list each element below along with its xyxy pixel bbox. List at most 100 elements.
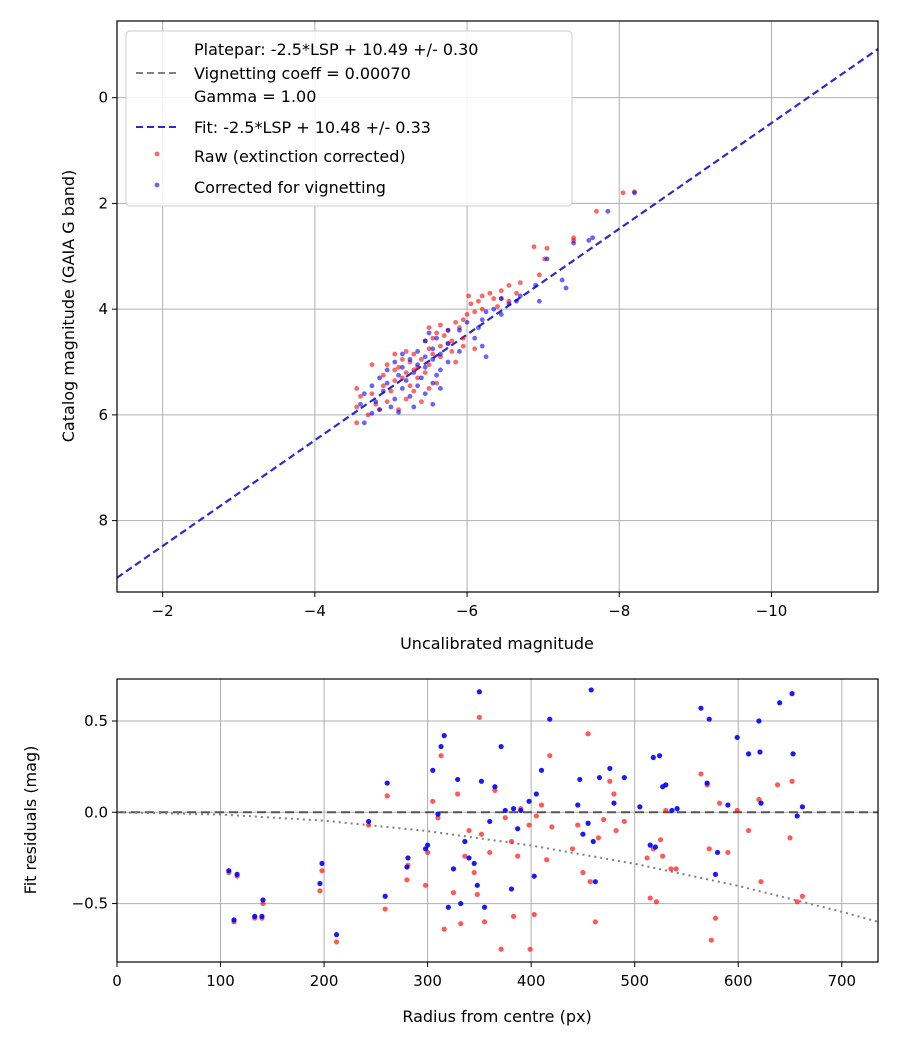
bottom-y-tick-label: −0.5	[72, 895, 108, 913]
raw-point	[403, 349, 409, 354]
legend-entry-label: Gamma = 1.00	[194, 87, 316, 106]
bottom-x-tick-label: 600	[724, 972, 753, 990]
raw-residual-point	[466, 827, 472, 834]
raw-residual-point	[647, 895, 653, 901]
corrected-residual-point	[799, 804, 806, 810]
corrected-point	[498, 312, 504, 317]
bottom-y-tick-label: 0.0	[84, 803, 108, 821]
top-y-tick-label: 6	[98, 406, 108, 424]
corrected-point	[407, 393, 413, 399]
corrected-residual-point	[596, 774, 603, 781]
raw-point	[479, 293, 485, 299]
raw-point	[392, 378, 398, 383]
corrected-residual-point	[333, 932, 340, 938]
corrected-residual-point	[745, 751, 752, 757]
corrected-point	[361, 391, 367, 397]
raw-point	[403, 396, 409, 402]
raw-point	[491, 296, 497, 301]
corrected-point	[559, 277, 565, 283]
corrected-point	[422, 338, 428, 344]
corrected-point	[399, 351, 405, 357]
legend-entries: Platepar: -2.5*LSP + 10.49 +/- 0.30 Vigne…	[136, 40, 478, 197]
corrected-residual-point	[656, 753, 663, 759]
corrected-residual-point	[382, 893, 388, 899]
corrected-point	[392, 396, 398, 402]
bottom-x-axis-label: Radius from centre (px)	[402, 1007, 591, 1026]
raw-residual-point	[580, 869, 586, 876]
corrected-residual-point	[384, 780, 390, 786]
raw-residual-point	[663, 807, 669, 814]
raw-point	[392, 367, 398, 373]
corrected-residual-point	[466, 855, 472, 861]
corrected-residual-point	[317, 880, 323, 887]
raw-point	[544, 245, 550, 251]
corrected-residual-point	[404, 864, 410, 870]
raw-point	[380, 383, 386, 389]
corrected-residual-point	[590, 838, 596, 845]
corrected-point	[533, 282, 538, 288]
corrected-residual-point	[508, 886, 515, 892]
corrected-residual-point	[580, 831, 586, 837]
raw-point	[369, 362, 375, 368]
top-y-tick-label: 8	[98, 512, 108, 530]
bottom-x-tick-label: 200	[310, 972, 339, 990]
legend-entry-label: Raw (extinction corrected)	[194, 147, 406, 166]
top-x-axis-label: Uncalibrated magnitude	[400, 634, 594, 653]
corrected-point	[544, 256, 550, 262]
corrected-point	[407, 356, 413, 362]
corrected-point	[483, 354, 489, 360]
corrected-point	[457, 349, 462, 354]
bottom-x-tick-label: 300	[413, 972, 442, 990]
corrected-residual-point	[445, 904, 451, 910]
raw-point	[536, 272, 542, 278]
corrected-point	[464, 319, 470, 325]
bottom-y-tick-label: 0.5	[84, 712, 108, 730]
raw-residual-point	[515, 853, 521, 859]
top-x-tick-label: −4	[304, 602, 326, 620]
raw-point	[476, 298, 481, 304]
corrected-residual-point	[231, 917, 237, 923]
raw-residual-point	[462, 853, 468, 859]
corrected-residual-point	[474, 882, 480, 888]
raw-point	[426, 346, 432, 352]
legend-entry-label: Vignetting coeff = 0.00070	[194, 64, 411, 83]
raw-residual-point	[592, 919, 598, 925]
corrected-residual-point	[502, 807, 508, 814]
corrected-residual-point	[706, 716, 712, 722]
corrected-residual-point	[462, 838, 468, 845]
raw-point	[514, 290, 519, 296]
raw-point	[396, 364, 401, 370]
raw-point	[453, 359, 459, 365]
corrected-residual-point	[650, 754, 656, 761]
corrected-point	[536, 298, 542, 304]
raw-point	[354, 404, 360, 410]
corrected-point	[479, 317, 485, 323]
raw-residual-point	[787, 835, 793, 841]
corrected-point	[403, 378, 409, 383]
raw-residual-point	[706, 846, 712, 852]
corrected-residual-point	[777, 700, 783, 706]
raw-residual-point	[653, 899, 660, 905]
raw-point	[380, 372, 386, 378]
corrected-residual-point	[637, 804, 643, 810]
corrected-residual-point	[652, 844, 658, 850]
legend-marker-handle	[154, 151, 160, 157]
corrected-residual-point	[518, 807, 524, 814]
raw-residual-point	[435, 815, 441, 821]
raw-residual-point	[613, 827, 619, 834]
raw-residual-point	[716, 800, 723, 806]
corrected-residual-point	[547, 716, 553, 722]
corrected-point	[384, 380, 390, 386]
corrected-point	[571, 240, 576, 246]
legend: Platepar: -2.5*LSP + 10.49 +/- 0.30 Vigne…	[125, 30, 573, 207]
raw-residual-point	[533, 813, 539, 819]
top-y-tick-label: 4	[98, 300, 108, 318]
bottom-scatter-points	[226, 687, 806, 952]
raw-residual-point	[384, 793, 390, 799]
corrected-point	[422, 391, 428, 397]
vignetting-curve	[116, 811, 879, 923]
corrected-residual-point	[647, 842, 653, 848]
raw-point	[399, 356, 405, 362]
raw-point	[498, 288, 504, 294]
raw-residual-point	[531, 911, 537, 918]
